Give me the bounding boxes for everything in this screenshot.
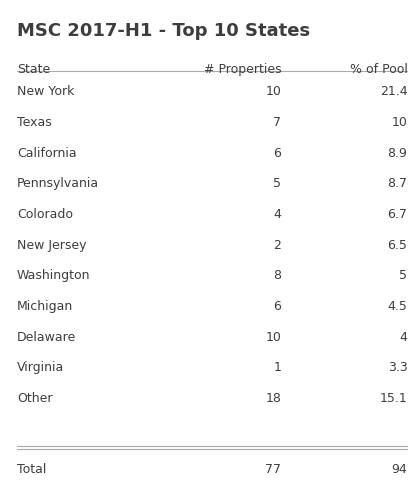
Text: 18: 18 xyxy=(265,392,281,405)
Text: 4.5: 4.5 xyxy=(388,300,407,313)
Text: 4: 4 xyxy=(399,331,407,344)
Text: 4: 4 xyxy=(273,208,281,221)
Text: Colorado: Colorado xyxy=(17,208,73,221)
Text: 5: 5 xyxy=(399,269,407,282)
Text: MSC 2017-H1 - Top 10 States: MSC 2017-H1 - Top 10 States xyxy=(17,22,310,40)
Text: 2: 2 xyxy=(273,239,281,252)
Text: State: State xyxy=(17,63,50,76)
Text: 10: 10 xyxy=(265,85,281,98)
Text: Total: Total xyxy=(17,463,46,476)
Text: Texas: Texas xyxy=(17,116,52,129)
Text: New York: New York xyxy=(17,85,74,98)
Text: Michigan: Michigan xyxy=(17,300,73,313)
Text: Delaware: Delaware xyxy=(17,331,76,344)
Text: 94: 94 xyxy=(391,463,407,476)
Text: 3.3: 3.3 xyxy=(388,361,407,375)
Text: 10: 10 xyxy=(391,116,407,129)
Text: New Jersey: New Jersey xyxy=(17,239,86,252)
Text: 8: 8 xyxy=(273,269,281,282)
Text: 15.1: 15.1 xyxy=(380,392,407,405)
Text: Washington: Washington xyxy=(17,269,90,282)
Text: 21.4: 21.4 xyxy=(380,85,407,98)
Text: 1: 1 xyxy=(273,361,281,375)
Text: % of Pool: % of Pool xyxy=(349,63,407,76)
Text: 10: 10 xyxy=(265,331,281,344)
Text: 8.9: 8.9 xyxy=(388,147,407,160)
Text: California: California xyxy=(17,147,76,160)
Text: 6.7: 6.7 xyxy=(388,208,407,221)
Text: 7: 7 xyxy=(273,116,281,129)
Text: 8.7: 8.7 xyxy=(387,177,407,190)
Text: 6: 6 xyxy=(273,147,281,160)
Text: Other: Other xyxy=(17,392,52,405)
Text: 6.5: 6.5 xyxy=(388,239,407,252)
Text: 77: 77 xyxy=(265,463,281,476)
Text: 6: 6 xyxy=(273,300,281,313)
Text: # Properties: # Properties xyxy=(204,63,281,76)
Text: 5: 5 xyxy=(273,177,281,190)
Text: Virginia: Virginia xyxy=(17,361,64,375)
Text: Pennsylvania: Pennsylvania xyxy=(17,177,99,190)
